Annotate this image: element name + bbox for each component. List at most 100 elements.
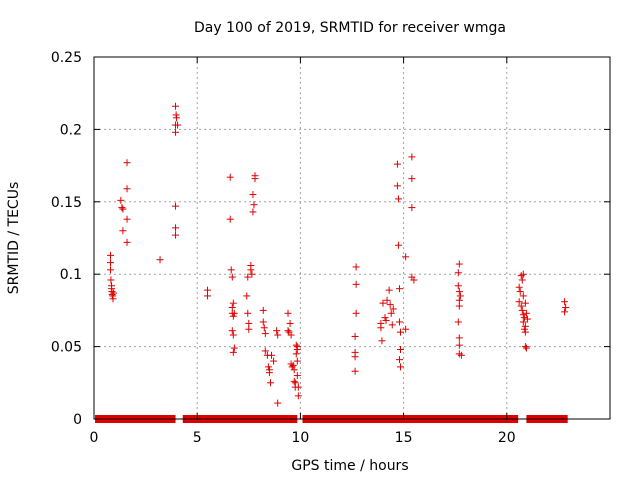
data-point bbox=[174, 121, 182, 129]
data-point bbox=[292, 350, 300, 358]
data-point bbox=[123, 159, 131, 167]
data-point bbox=[454, 318, 462, 326]
data-point bbox=[249, 191, 257, 199]
data-point bbox=[228, 273, 236, 281]
data-point bbox=[457, 351, 465, 359]
data-point bbox=[520, 314, 528, 322]
data-point bbox=[123, 215, 131, 223]
data-point bbox=[562, 304, 570, 312]
y-tick-label: 0.15 bbox=[51, 195, 82, 211]
data-point bbox=[397, 345, 405, 353]
data-point bbox=[352, 263, 360, 271]
data-point bbox=[265, 369, 273, 377]
data-point bbox=[270, 357, 278, 365]
data-point bbox=[248, 270, 256, 278]
data-point bbox=[351, 332, 359, 340]
data-point bbox=[381, 314, 389, 322]
data-point bbox=[289, 361, 297, 369]
data-point bbox=[294, 392, 302, 400]
data-point bbox=[454, 269, 462, 277]
data-point bbox=[351, 353, 359, 361]
data-point bbox=[519, 318, 527, 326]
x-tick-label: 20 bbox=[498, 430, 516, 446]
data-point bbox=[410, 276, 418, 284]
data-point bbox=[243, 292, 251, 300]
tick-labels: 0 5 10 15 20 0 0.05 0.1 0.15 0.2 0.25 bbox=[51, 50, 516, 446]
data-point bbox=[245, 325, 253, 333]
data-point bbox=[385, 286, 393, 294]
data-point bbox=[227, 266, 235, 274]
data-point bbox=[172, 128, 180, 136]
data-point bbox=[229, 299, 237, 307]
data-point bbox=[561, 298, 569, 306]
data-point bbox=[286, 319, 294, 327]
data-point bbox=[397, 363, 405, 371]
data-point bbox=[172, 231, 180, 239]
data-point bbox=[228, 327, 236, 335]
data-point bbox=[395, 318, 403, 326]
data-point bbox=[393, 160, 401, 168]
data-point bbox=[264, 363, 272, 371]
data-points bbox=[107, 102, 570, 407]
data-point bbox=[519, 311, 527, 319]
data-point bbox=[123, 238, 131, 246]
y-tick-label: 0 bbox=[73, 412, 82, 428]
data-point bbox=[172, 224, 180, 232]
data-point bbox=[521, 299, 529, 307]
data-point bbox=[456, 292, 464, 300]
y-tick-label: 0.1 bbox=[60, 267, 82, 283]
data-point bbox=[123, 185, 131, 193]
data-point bbox=[266, 379, 274, 387]
data-point bbox=[455, 341, 463, 349]
data-point bbox=[230, 309, 238, 317]
data-point bbox=[408, 175, 416, 183]
data-point bbox=[394, 241, 402, 249]
data-point bbox=[379, 299, 387, 307]
data-point bbox=[284, 327, 292, 335]
data-point bbox=[561, 308, 569, 316]
data-point bbox=[107, 276, 115, 284]
data-point bbox=[394, 195, 402, 203]
data-point bbox=[521, 343, 529, 351]
data-point bbox=[388, 321, 396, 329]
data-point bbox=[455, 334, 463, 342]
data-point bbox=[156, 256, 164, 264]
data-point bbox=[292, 341, 300, 349]
data-point bbox=[250, 201, 258, 209]
data-point bbox=[518, 276, 526, 284]
data-point bbox=[260, 324, 268, 332]
data-point bbox=[119, 227, 127, 235]
data-point bbox=[109, 295, 117, 303]
data-point bbox=[386, 301, 394, 309]
data-point bbox=[110, 289, 118, 297]
data-point bbox=[293, 372, 301, 380]
data-point bbox=[519, 292, 527, 300]
data-point bbox=[290, 377, 298, 385]
data-point bbox=[291, 379, 299, 387]
data-point bbox=[515, 283, 523, 291]
data-point bbox=[273, 327, 281, 335]
data-point bbox=[118, 204, 126, 212]
data-point bbox=[402, 253, 410, 261]
data-point bbox=[294, 383, 302, 391]
data-point bbox=[259, 318, 267, 326]
data-point bbox=[204, 292, 212, 300]
y-axis-label: SRMTID / TECUs bbox=[6, 182, 22, 295]
data-point bbox=[377, 324, 385, 332]
y-tick-label: 0.2 bbox=[60, 122, 82, 138]
data-point bbox=[249, 208, 257, 216]
data-point bbox=[293, 345, 301, 353]
data-point bbox=[521, 328, 529, 336]
data-point bbox=[352, 309, 360, 317]
chart-title: Day 100 of 2019, SRMTID for receiver wmg… bbox=[194, 20, 506, 36]
axis-ticks bbox=[93, 56, 610, 420]
data-point bbox=[172, 202, 180, 210]
data-point bbox=[287, 331, 295, 339]
data-point bbox=[226, 215, 234, 223]
data-point bbox=[518, 306, 526, 314]
data-point bbox=[261, 347, 269, 355]
data-point bbox=[274, 331, 282, 339]
data-point bbox=[351, 367, 359, 375]
x-axis-label: GPS time / hours bbox=[291, 458, 408, 474]
